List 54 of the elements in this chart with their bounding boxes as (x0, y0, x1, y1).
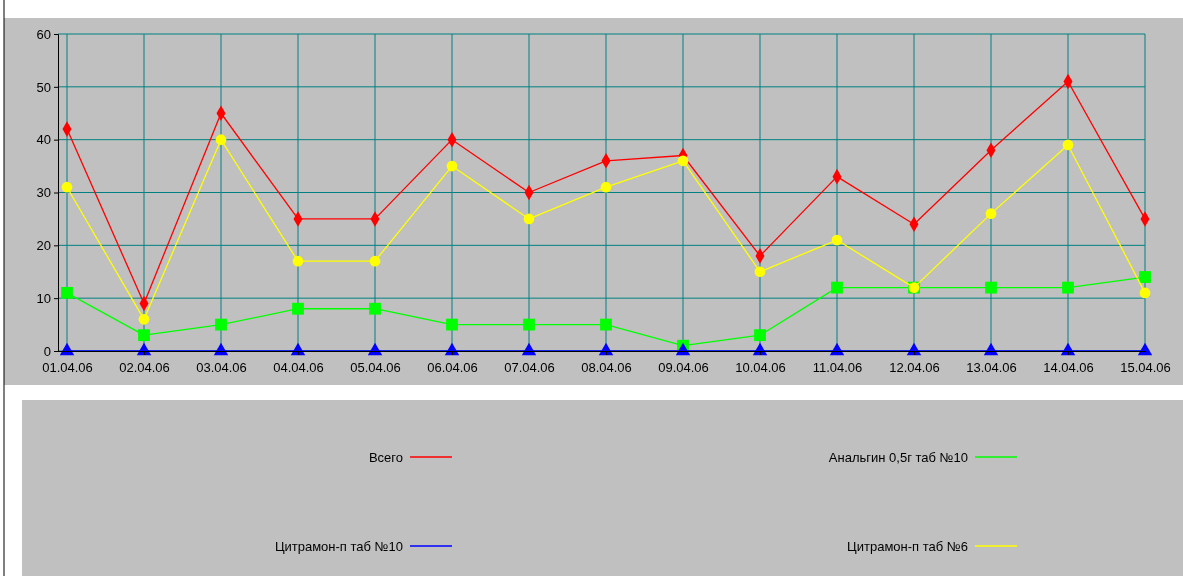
legend-label: Анальгин 0,5г таб №10 (828, 450, 968, 465)
point (600, 181, 612, 193)
point (677, 155, 689, 167)
point (523, 318, 535, 331)
point (369, 255, 381, 267)
point (446, 160, 458, 172)
point (523, 213, 535, 225)
point (215, 134, 227, 146)
legend-label: Всего (368, 450, 403, 465)
x-tick-label: 08.04.06 (581, 360, 632, 376)
x-tick-label: 03.04.06 (196, 360, 247, 376)
point (138, 313, 150, 325)
x-tick-label: 11.04.06 (812, 360, 863, 376)
point (369, 302, 381, 315)
legend-label: Цитрамон-п таб №6 (847, 539, 968, 554)
x-tick-label: 13.04.06 (966, 360, 1017, 376)
point (292, 255, 304, 267)
y-tick-label: 50 (36, 79, 51, 95)
x-tick-label: 10.04.06 (735, 360, 786, 376)
x-tick-label: 14.04.06 (1043, 360, 1094, 376)
point (831, 281, 843, 294)
point (61, 181, 73, 193)
x-tick-label: 05.04.06 (350, 360, 401, 376)
legend-label: Цитрамон-п таб №10 (274, 539, 403, 554)
point (754, 266, 766, 278)
point (1137, 342, 1153, 356)
y-tick-label: 30 (36, 185, 51, 201)
x-tick-label: 02.04.06 (119, 360, 170, 376)
point (138, 329, 150, 342)
point (985, 281, 997, 294)
x-tick-label: 01.04.06 (42, 360, 93, 376)
point (1062, 139, 1074, 151)
point (754, 329, 766, 342)
y-tick-label: 10 (36, 290, 51, 306)
x-tick-label: 04.04.06 (273, 360, 324, 376)
y-tick-label: 0 (43, 343, 51, 359)
point (292, 302, 304, 315)
x-tick-label: 15.04.06 (1120, 360, 1171, 376)
point (1139, 271, 1151, 283)
point (985, 208, 997, 219)
point (446, 318, 458, 331)
point (831, 234, 843, 246)
x-tick-label: 07.04.06 (504, 360, 555, 376)
point (1139, 287, 1151, 299)
point (1062, 281, 1074, 294)
x-tick-label: 12.04.06 (889, 360, 940, 376)
x-tick-label: 06.04.06 (427, 360, 478, 376)
point (61, 286, 73, 299)
point (600, 318, 612, 331)
x-tick-label: 09.04.06 (658, 360, 709, 376)
point (215, 318, 227, 331)
y-tick-label: 40 (36, 132, 51, 148)
y-tick-label: 20 (36, 237, 51, 253)
y-tick-label: 60 (36, 26, 51, 42)
